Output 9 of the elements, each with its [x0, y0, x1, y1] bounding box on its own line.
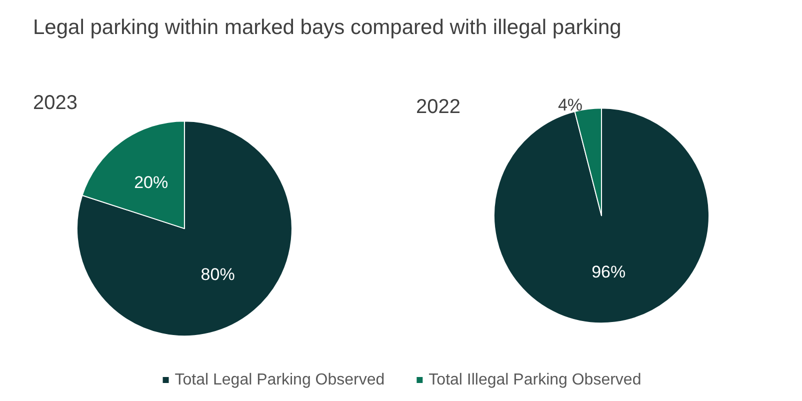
data-label: 20% — [134, 173, 168, 192]
chart-subtitle: 2023 — [33, 92, 78, 114]
chart-title: 2022 — [416, 96, 460, 118]
chart-title: Legal parking within marked bays compared with illegal parking — [33, 16, 622, 39]
data-label: 4% — [558, 95, 583, 114]
legend-label: Total Legal Parking Observed — [174, 372, 385, 388]
legend-label: Total Illegal Parking Observed — [428, 372, 642, 388]
data-label: 96% — [592, 262, 626, 282]
data-label: 80% — [200, 264, 235, 284]
